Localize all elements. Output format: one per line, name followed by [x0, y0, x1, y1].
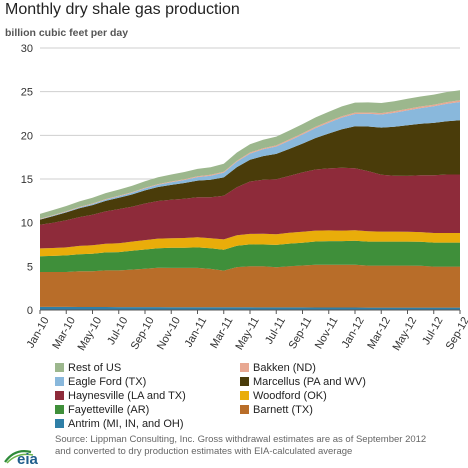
- legend-item: Haynesville (LA and TX): [55, 390, 186, 403]
- area-series-fayetteville-ar: [40, 240, 460, 272]
- legend-item: Barnett (TX): [240, 404, 313, 417]
- area-series-eagle-ford-tx: [40, 102, 460, 220]
- area-series-barnett-tx: [40, 264, 460, 308]
- logo-text: eia: [17, 451, 39, 466]
- x-tick-label: Jan-12: [340, 315, 367, 350]
- legend-swatch: [55, 377, 64, 386]
- y-tick-label: 0: [27, 305, 33, 317]
- y-tick-label: 10: [21, 218, 33, 230]
- x-tick-label: Jan-10: [25, 315, 52, 350]
- eia-logo: eia: [4, 450, 39, 466]
- x-tick-label: Mar-11: [208, 315, 235, 350]
- chart-title: Monthly dry shale gas production: [5, 1, 240, 18]
- area-series-haynesville-la-and-tx: [40, 167, 460, 249]
- legend-item: Woodford (OK): [240, 390, 327, 403]
- legend-swatch: [240, 363, 249, 372]
- legend-swatch: [240, 405, 249, 414]
- x-tick-label: Jul-12: [420, 315, 445, 347]
- legend-swatch: [55, 405, 64, 414]
- y-tick-label: 5: [27, 261, 33, 273]
- x-tick-label: May-10: [76, 315, 105, 353]
- y-axis-label: billion cubic feet per day: [5, 27, 129, 39]
- legend-label: Rest of US: [68, 362, 122, 374]
- legend-swatch: [240, 391, 249, 400]
- legend-swatch: [55, 363, 64, 372]
- source-line-2: and converted to dry production estimate…: [55, 446, 353, 457]
- x-tick-label: Sep-12: [444, 315, 468, 352]
- legend-item: Antrim (MI, IN, and OH): [55, 418, 184, 431]
- x-tick-label: Nov-10: [155, 315, 183, 352]
- legend-item: Eagle Ford (TX): [55, 376, 146, 389]
- area-layer: [40, 90, 460, 310]
- source-note: Source: Lippman Consulting, Inc. Gross w…: [55, 434, 465, 458]
- x-tick-label: Mar-10: [50, 315, 78, 351]
- legend-label: Barnett (TX): [253, 404, 313, 416]
- x-tick-label: May-12: [391, 315, 420, 353]
- legend-label: Antrim (MI, IN, and OH): [68, 418, 184, 430]
- y-tick-label: 25: [21, 87, 33, 99]
- legend-label: Marcellus (PA and WV): [253, 376, 366, 388]
- legend-item: Marcellus (PA and WV): [240, 376, 366, 389]
- area-series-marcellus-pa-and-wv: [40, 120, 460, 225]
- x-tick-label: Sep-10: [129, 315, 157, 352]
- area-series-rest-of-us: [40, 90, 460, 219]
- legend-swatch: [240, 377, 249, 386]
- legend-label: Fayetteville (AR): [68, 404, 150, 416]
- legend-label: Bakken (ND): [253, 362, 316, 374]
- legend-label: Eagle Ford (TX): [68, 376, 147, 388]
- x-tick-label: Jul-11: [263, 315, 288, 346]
- legend-label: Woodford (OK): [253, 390, 327, 402]
- legend-swatch: [55, 391, 64, 400]
- y-tick-label: 30: [21, 43, 33, 55]
- y-tick-label: 20: [21, 130, 33, 142]
- x-tick-label: Sep-11: [287, 315, 315, 351]
- legend-label: Haynesville (LA and TX): [68, 390, 186, 402]
- x-tick-label: Jul-10: [105, 315, 130, 347]
- x-tick-label: May-11: [234, 315, 262, 352]
- legend-item: Rest of US: [55, 362, 121, 375]
- y-tick-label: 15: [21, 174, 33, 186]
- x-tick-label: Mar-12: [365, 315, 393, 351]
- x-tick-label: Nov-11: [313, 315, 341, 351]
- area-series-antrim-mi-in-and-oh: [40, 306, 460, 310]
- source-line-1: Source: Lippman Consulting, Inc. Gross w…: [55, 434, 427, 445]
- legend-item: Bakken (ND): [240, 362, 316, 375]
- area-series-woodford-ok: [40, 230, 460, 257]
- legend-swatch: [55, 419, 64, 428]
- x-tick-label: Jan-11: [183, 315, 210, 349]
- legend-item: Fayetteville (AR): [55, 404, 149, 417]
